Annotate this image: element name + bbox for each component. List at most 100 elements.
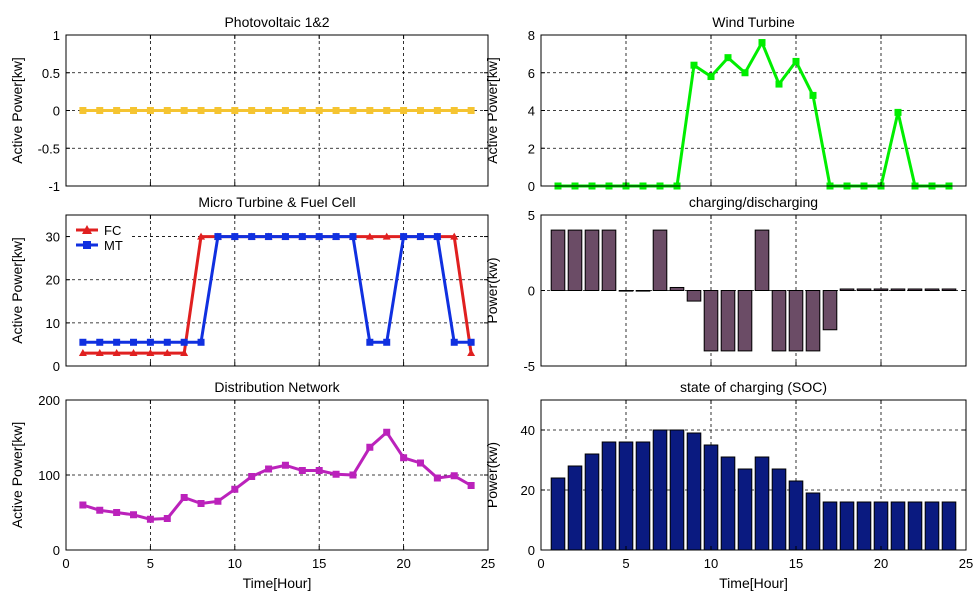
bar-soc: [618, 441, 634, 551]
x-tick-label: 5: [622, 556, 629, 571]
data-point-mtfc: [95, 349, 104, 357]
chart-panel-dn: 0 5 10 15 20 25 0 100 200 Distribution Network Act…: [9, 379, 495, 591]
legend-marker: [83, 241, 91, 249]
x-tick-label: 20: [874, 556, 888, 571]
data-point-mtfc: [231, 233, 239, 241]
bar-charge: [686, 290, 702, 302]
bar-charge: [601, 229, 617, 292]
bar-soc: [754, 456, 770, 551]
data-point-dn: [130, 511, 138, 519]
bar-charge: [805, 290, 821, 352]
data-point-mtfc: [332, 233, 340, 241]
x-tick-label: 10: [228, 556, 242, 571]
y-tick-label: 0.5: [42, 66, 60, 81]
bar-charge: [907, 288, 923, 291]
data-point-dn: [433, 474, 441, 482]
legend-marker: [82, 225, 92, 234]
chart-title: Micro Turbine & Fuel Cell: [198, 194, 355, 210]
bar-charge: [720, 290, 736, 352]
chart-title: Wind Turbine: [712, 14, 795, 30]
bar-charge: [737, 290, 753, 352]
data-point-mtfc: [248, 233, 256, 241]
data-point-mtfc: [113, 338, 121, 346]
bar-charge: [941, 288, 957, 291]
data-point-mtfc: [214, 233, 222, 241]
chart-panel-charge: -5 0 5 charging/discharging Power(kw): [484, 194, 967, 374]
data-point-mtfc: [450, 232, 459, 240]
data-point-mtfc: [163, 349, 172, 357]
data-point-pv: [248, 107, 256, 114]
x-axis-label: Time[Hour]: [243, 575, 312, 591]
bar-charge: [652, 229, 668, 292]
data-point-dn: [298, 467, 306, 474]
y-axis-label: Active Power[kw]: [9, 57, 25, 164]
data-point-wind: [724, 54, 732, 62]
bar-charge: [584, 229, 600, 292]
y-tick-label: 0: [528, 284, 535, 299]
data-point-pv: [130, 107, 138, 114]
y-axis-label: Active Power[kw]: [9, 237, 25, 344]
y-tick-label: -0.5: [38, 141, 60, 156]
data-point-wind: [809, 91, 817, 99]
bar-soc: [550, 477, 566, 551]
data-point-mtfc: [383, 338, 391, 346]
data-point-wind: [792, 57, 800, 65]
bar-soc: [924, 501, 940, 551]
data-point-dn: [450, 472, 458, 480]
data-point-mtfc: [197, 338, 205, 346]
data-point-mtfc: [112, 349, 121, 357]
y-tick-label: 8: [528, 28, 535, 43]
data-point-dn: [265, 465, 273, 473]
data-point-mtfc: [78, 349, 87, 357]
y-tick-label: -1: [48, 179, 60, 194]
bar-soc: [635, 441, 651, 551]
data-point-pv: [214, 107, 222, 114]
bar-charge: [635, 290, 651, 292]
y-axis-label: Active Power[kw]: [9, 422, 25, 529]
y-tick-label: 100: [38, 468, 60, 483]
bar-charge: [618, 290, 634, 292]
data-point-wind: [707, 73, 715, 81]
bar-soc: [737, 468, 753, 551]
legend-label: MT: [104, 238, 123, 253]
y-tick-label: 30: [46, 230, 60, 245]
x-tick-label: 25: [481, 556, 495, 571]
x-axis-label: Time[Hour]: [719, 575, 788, 591]
y-tick-label: 10: [46, 316, 60, 331]
x-tick-label: 5: [147, 556, 154, 571]
y-tick-label: 200: [38, 393, 60, 408]
y-tick-label: 0: [528, 179, 535, 194]
data-point-wind: [741, 69, 749, 77]
chart-panel-wind: 0 2 4 6 8 Wind Turbine Active Power[kw]: [484, 14, 967, 194]
axes-frame: [540, 399, 967, 551]
data-point-pv: [163, 107, 171, 114]
data-point-mtfc: [197, 232, 206, 240]
data-point-wind: [690, 61, 698, 69]
bar-soc: [890, 501, 906, 551]
data-point-pv: [366, 107, 374, 114]
y-tick-label: 0: [53, 104, 60, 119]
legend-box: [72, 221, 132, 255]
x-tick-label: 15: [312, 556, 326, 571]
data-point-dn: [416, 459, 424, 467]
bar-charge: [856, 288, 872, 291]
x-tick-label: 15: [789, 556, 803, 571]
data-point-mtfc: [382, 232, 391, 240]
bar-soc: [822, 501, 838, 551]
data-point-dn: [113, 509, 121, 516]
bar-soc: [652, 429, 668, 551]
data-point-mtfc: [146, 349, 155, 357]
data-point-mtfc: [365, 232, 374, 240]
bar-soc: [788, 480, 804, 551]
bar-soc: [669, 429, 685, 551]
x-tick-label: 0: [62, 556, 69, 571]
legend-label: FC: [104, 223, 121, 238]
y-tick-label: 0: [53, 359, 60, 374]
data-point-dn: [79, 501, 87, 509]
data-point-pv: [231, 107, 239, 114]
data-point-dn: [315, 467, 323, 474]
y-tick-label: 0: [53, 543, 60, 558]
data-point-mtfc: [416, 233, 424, 241]
chart-panel-pv: -1 -0.5 0 0.5 1 Photovoltaic 1&2 Active Power[…: [9, 14, 489, 194]
